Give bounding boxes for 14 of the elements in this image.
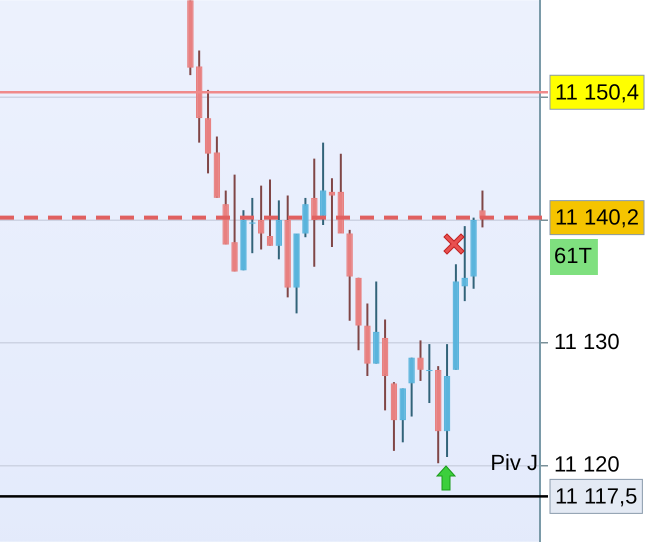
candlestick	[258, 184, 264, 251]
candlestick	[408, 356, 415, 418]
candlestick	[276, 199, 282, 260]
candlestick	[320, 142, 326, 226]
y-tick-label: 11 130	[554, 328, 620, 354]
candlestick	[266, 178, 274, 247]
ref-line-label: 11 150,4	[555, 79, 640, 104]
candlestick	[417, 339, 424, 382]
candlestick	[328, 177, 336, 248]
ref-line-label: 11 117,5	[555, 483, 638, 508]
ref-line-label: 11 140,2	[555, 204, 640, 230]
annotation: Piv J	[490, 450, 538, 476]
text: 61T	[554, 243, 592, 268]
y-tick-label: 11 120	[554, 452, 620, 477]
